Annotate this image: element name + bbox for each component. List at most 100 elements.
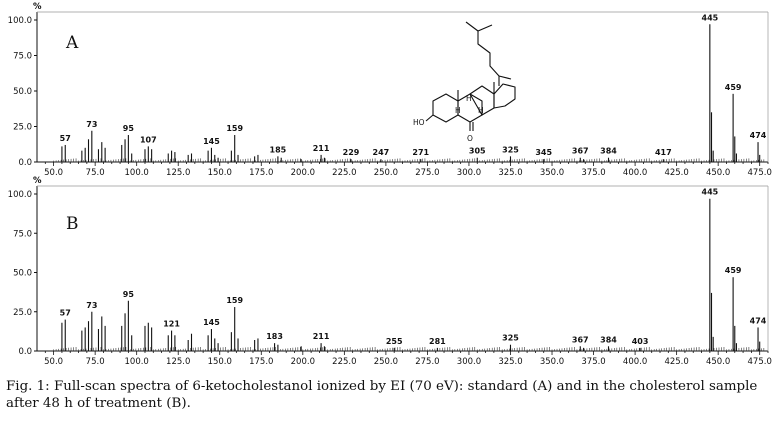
y-unit-label: % — [33, 176, 42, 186]
hydroxyl-label: HO — [413, 118, 425, 127]
peak-label: 445 — [702, 188, 719, 197]
peak-label: 255 — [386, 337, 403, 346]
x-tick-label: 75.0 — [86, 168, 105, 178]
peak-label: 57 — [60, 309, 71, 318]
x-tick-label: 275.0 — [415, 168, 439, 178]
peak-label: 57 — [60, 134, 71, 143]
y-unit-label: % — [33, 2, 42, 12]
peak-label: 403 — [632, 337, 649, 346]
peak-label: 95 — [123, 290, 135, 299]
x-tick-label: 350.0 — [540, 357, 564, 367]
peak-label: 185 — [270, 145, 287, 154]
y-tick-label: 25.0 — [13, 123, 32, 133]
ring-d — [493, 83, 516, 109]
h-label-2: H — [466, 94, 472, 103]
panel-letter: A — [65, 33, 79, 53]
peak-label: 211 — [313, 144, 330, 153]
peak-label: 229 — [343, 148, 360, 157]
peak-label: 107 — [140, 135, 157, 144]
h-label-3: H — [478, 106, 484, 115]
spectrum-panel-b: % B 0.0 25.0 50.0 75.0 100.0 50.0 75.0 100.0 125.0… — [8, 176, 772, 367]
x-tick-label: 200.0 — [291, 357, 315, 367]
y-tick-label: 0.0 — [18, 158, 32, 168]
x-tick-label: 425.0 — [664, 357, 688, 367]
spectrum-panel-a: % A 0.0 25.0 50.0 75.0 100.0 50.0 75.0 100.0 125.0… — [8, 2, 772, 178]
x-tick-label: 75.0 — [86, 357, 105, 367]
peak-label: 445 — [702, 13, 719, 22]
y-tick-label: 100.0 — [8, 190, 32, 200]
x-tick-label: 125.0 — [166, 168, 190, 178]
ketone-label: O — [467, 134, 473, 143]
x-tick-label: 250.0 — [374, 168, 398, 178]
peak-label: 121 — [163, 320, 180, 329]
y-tick-label: 0.0 — [18, 347, 32, 357]
peak-label: 281 — [429, 337, 446, 346]
peak-label: 305 — [469, 147, 486, 156]
peak-label: 384 — [600, 335, 617, 344]
x-tick-label: 450.0 — [706, 357, 730, 367]
side-chain-branch — [477, 24, 493, 32]
peak-label: 345 — [535, 148, 552, 157]
x-tick-label: 175.0 — [249, 168, 273, 178]
x-tick-label: 200.0 — [291, 168, 315, 178]
y-tick-label: 50.0 — [13, 269, 32, 279]
x-tick-label: 350.0 — [540, 168, 564, 178]
peak-label: 459 — [725, 266, 742, 275]
peak-label: 145 — [203, 318, 220, 327]
peak-label: 145 — [203, 137, 220, 146]
peak-label: 73 — [86, 301, 97, 310]
peak-label: 384 — [600, 147, 617, 156]
peak-label: 325 — [502, 334, 519, 343]
side-chain-methyl — [498, 75, 512, 80]
peak-label: 247 — [373, 148, 390, 157]
x-tick-label: 225.0 — [332, 357, 356, 367]
peak-label: 211 — [313, 332, 330, 341]
x-tick-label: 375.0 — [581, 357, 605, 367]
side-chain — [465, 21, 500, 86]
y-tick-label: 75.0 — [13, 229, 32, 239]
peak-label: 459 — [725, 83, 742, 92]
x-tick-label: 150.0 — [208, 168, 232, 178]
x-tick-label: 400.0 — [623, 357, 647, 367]
x-tick-label: 175.0 — [249, 357, 273, 367]
x-tick-label: 300.0 — [457, 168, 481, 178]
steroid-structure-drawing: HO O H H H — [413, 21, 516, 143]
peak-label: 183 — [266, 332, 283, 341]
peak-label: 367 — [572, 335, 589, 344]
peak-label: 95 — [123, 124, 135, 133]
peak-label: 417 — [655, 148, 672, 157]
x-tick-label: 100.0 — [125, 168, 149, 178]
x-tick-label: 150.0 — [208, 357, 232, 367]
peak-label: 325 — [502, 145, 519, 154]
peak-label: 159 — [226, 124, 243, 133]
x-tick-label: 300.0 — [457, 357, 481, 367]
panel-letter: B — [66, 214, 79, 234]
x-tick-label: 275.0 — [415, 357, 439, 367]
peak-label: 159 — [226, 296, 243, 305]
x-tick-label: 450.0 — [706, 168, 730, 178]
peak-label: 73 — [86, 120, 97, 129]
peak-label: 474 — [750, 131, 767, 140]
peak-label: 367 — [572, 147, 589, 156]
x-tick-label: 325.0 — [498, 357, 522, 367]
x-tick-label: 400.0 — [623, 168, 647, 178]
x-tick-label: 250.0 — [374, 357, 398, 367]
x-tick-label: 125.0 — [166, 357, 190, 367]
peak-label: 271 — [412, 148, 429, 157]
x-tick-label: 50.0 — [44, 168, 63, 178]
x-tick-label: 475.0 — [748, 168, 772, 178]
y-tick-label: 100.0 — [8, 16, 32, 26]
figure-caption: Fig. 1: Full-scan spectra of 6-ketochole… — [6, 379, 758, 411]
y-tick-label: 25.0 — [13, 308, 32, 318]
x-tick-label: 100.0 — [125, 357, 149, 367]
hydroxyl-bond — [425, 114, 434, 122]
x-tick-label: 50.0 — [44, 357, 63, 367]
x-tick-label: 375.0 — [581, 168, 605, 178]
y-tick-label: 75.0 — [13, 52, 32, 62]
h-label-1: H — [455, 106, 461, 115]
x-tick-label: 475.0 — [748, 357, 772, 367]
x-tick-label: 225.0 — [332, 168, 356, 178]
peak-label: 474 — [750, 316, 767, 325]
